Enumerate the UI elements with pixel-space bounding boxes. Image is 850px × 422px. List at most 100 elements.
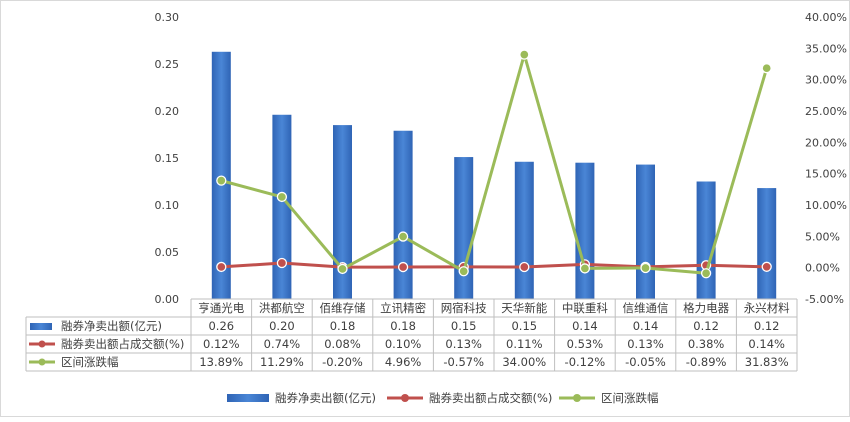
table-series-name: 融券卖出额占成交额(%) [61, 337, 184, 351]
change-point [761, 63, 772, 74]
right-axis-tick-label: 15.00% [805, 168, 847, 181]
table-cell-value: 0.14 [633, 319, 659, 333]
table-cell-value: 0.38% [688, 337, 725, 351]
change-point [519, 49, 530, 60]
change-point [700, 268, 712, 279]
share-point [216, 261, 227, 273]
change-point [640, 262, 651, 274]
left-axis-tick-label: 0.30 [155, 11, 180, 24]
bar [696, 181, 716, 299]
change-point [458, 266, 469, 277]
table-category-label: 亨通光电 [198, 301, 244, 315]
table-key-bar [30, 323, 52, 330]
table-category-label: 中联重科 [562, 301, 608, 315]
left-axis-tick-label: 0.00 [155, 293, 180, 306]
table-key-dot [38, 340, 46, 348]
left-axis-tick-label: 0.20 [155, 105, 180, 118]
share-point [397, 261, 409, 273]
table-category-label: 天华新能 [501, 301, 547, 315]
bar [393, 130, 413, 299]
table-cell-value: -0.57% [443, 355, 484, 369]
legend-label: 融券卖出额占成交额(%) [429, 391, 552, 405]
axes-layer: 0.00 0.05 0.10 0.15 0.20 0.25 0.30 -5.00% 0.00% 5… [155, 11, 847, 306]
table-category-label: 信维通信 [623, 301, 669, 315]
table-cell-value: -0.89% [686, 355, 727, 369]
right-axis-tick-label: -5.00% [805, 293, 844, 306]
table-cell-value: 31.83% [745, 355, 789, 369]
right-axis-tick-label: 20.00% [805, 136, 847, 149]
table-key-dot [38, 358, 46, 366]
table-cell-value: 0.11% [506, 337, 543, 351]
right-axis-tick-label: 30.00% [805, 74, 847, 87]
change-point [579, 263, 591, 274]
table-cell-value: 0.12 [693, 319, 719, 333]
share-point [519, 261, 530, 273]
table-cell-value: 0.14% [748, 337, 785, 351]
share-point [276, 257, 288, 269]
legend-key-dot [401, 394, 409, 402]
right-axis-tick-label: 10.00% [805, 199, 847, 212]
change-point [337, 263, 348, 275]
table-cell-value: 0.15 [451, 319, 477, 333]
bar [454, 157, 474, 299]
bar [575, 162, 595, 299]
table-cell-value: 34.00% [502, 355, 546, 369]
table-cell-value: 0.13% [445, 337, 482, 351]
change-line [220, 53, 769, 275]
right-axis-tick-label: 5.00% [805, 230, 840, 243]
table-cell-value: 11.29% [260, 355, 304, 369]
bar [514, 161, 534, 299]
table-cell-value: -0.20% [322, 355, 363, 369]
table-cell-value: 0.74% [264, 337, 301, 351]
table-category-label: 洪都航空 [259, 301, 305, 315]
legend-label: 融券净卖出额(亿元) [275, 391, 376, 405]
table-category-label: 格力电器 [683, 301, 729, 315]
table-cell-value: 0.18 [330, 319, 356, 333]
table-category-label: 立讯精密 [380, 301, 426, 315]
table-cell-value: 4.96% [385, 355, 422, 369]
table-cell-value: 0.08% [324, 337, 361, 351]
bar [757, 188, 777, 299]
table-category-label: 网宿科技 [441, 301, 487, 315]
data-table: 亨通光电 洪都航空 佰维存储 立讯精密 网宿科技 天华新能 中联重科 信维通信 格力电器 永兴材料… [25, 298, 798, 372]
legend-key-bar [227, 394, 269, 402]
table-cell-value: 0.15 [511, 319, 537, 333]
table-cell-value: 0.13% [627, 337, 664, 351]
bar [211, 51, 231, 299]
table-cell-value: 0.20 [269, 319, 295, 333]
bars-layer [211, 51, 777, 299]
left-axis-tick-label: 0.25 [155, 58, 180, 71]
bar [636, 164, 655, 299]
right-axis-tick-label: 40.00% [805, 11, 847, 24]
table-cell-value: -0.05% [625, 355, 666, 369]
table-cell-value: 0.14 [572, 319, 598, 333]
share-line [221, 261, 767, 269]
table-series-name: 区间涨跌幅 [61, 355, 119, 369]
lines-layer [216, 49, 772, 279]
legend-key-dot [573, 394, 581, 402]
left-axis-tick-label: 0.15 [155, 152, 180, 165]
left-axis-tick-label: 0.10 [155, 199, 180, 212]
share-point [761, 261, 772, 272]
right-axis-tick-label: 0.00% [805, 262, 840, 275]
change-point [276, 191, 288, 203]
legend: 融券净卖出额(亿元) 融券卖出额占成交额(%) 区间涨跌幅 [227, 391, 659, 405]
legend-label: 区间涨跌幅 [601, 391, 659, 405]
bar [272, 114, 292, 299]
table-cell-value: 13.89% [199, 355, 243, 369]
left-axis-tick-label: 0.05 [155, 246, 180, 259]
table-cell-value: 0.53% [567, 337, 604, 351]
change-point [216, 175, 227, 186]
table-category-label: 佰维存储 [320, 301, 366, 315]
table-series-name: 融券净卖出额(亿元) [61, 319, 162, 333]
change-point [397, 231, 409, 242]
right-axis-tick-label: 35.00% [805, 42, 847, 55]
right-axis-tick-label: 25.00% [805, 105, 847, 118]
table-cell-value: 0.12% [203, 337, 240, 351]
table-cell-value: 0.12 [754, 319, 780, 333]
table-cell-value: 0.10% [385, 337, 422, 351]
table-cell-value: 0.18 [390, 319, 416, 333]
table-category-label: 永兴材料 [744, 301, 790, 315]
